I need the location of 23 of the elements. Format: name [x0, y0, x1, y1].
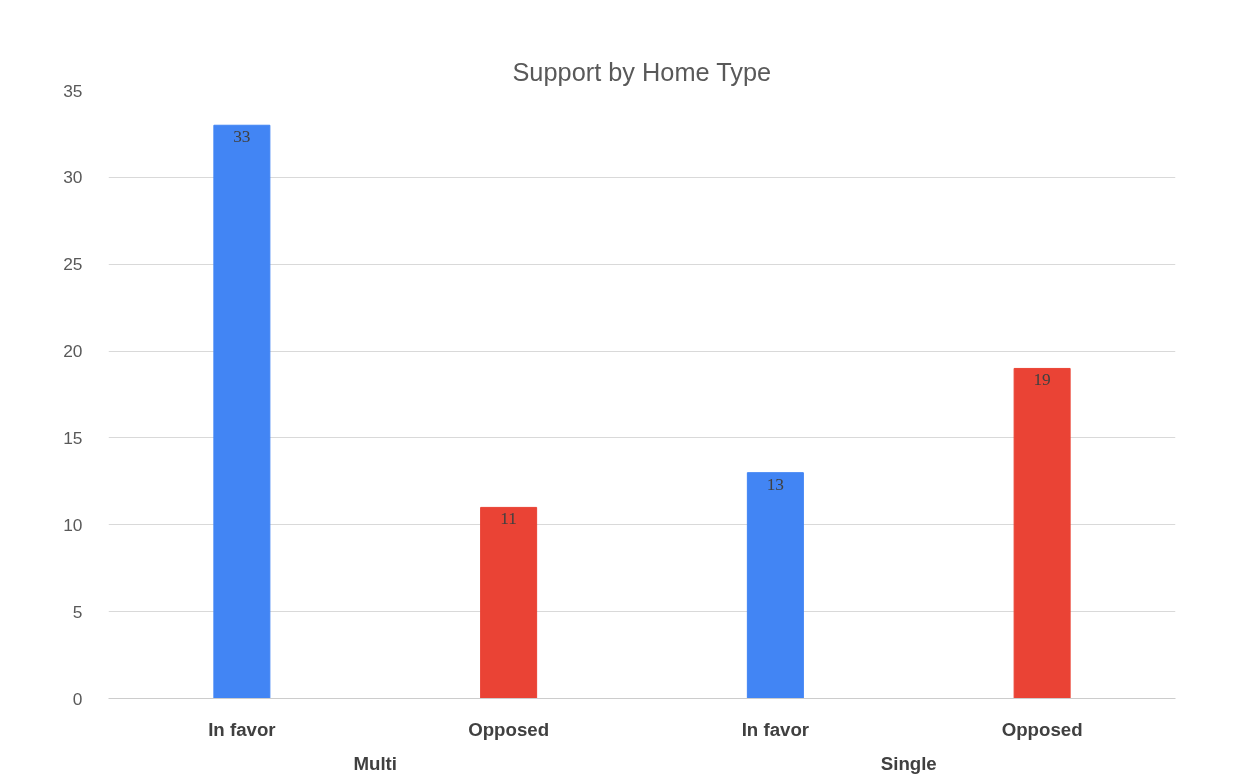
y-tick-label: 20	[63, 341, 83, 362]
y-tick-label: 0	[72, 688, 83, 709]
x-tick-label: Opposed	[468, 718, 550, 740]
text: Single	[880, 752, 937, 774]
y-tick-label: 35	[63, 80, 83, 101]
x-tick-label: In favor	[208, 718, 276, 740]
y-tick-label: 10	[63, 514, 83, 535]
data-label: 33	[233, 127, 251, 147]
bar	[1013, 367, 1071, 699]
x-tick-label: In favor	[741, 718, 810, 740]
chart-title: Support by Home Type	[512, 57, 772, 86]
bar	[213, 124, 271, 699]
data-label: 19	[1033, 370, 1051, 390]
x-tick-label: Opposed	[1001, 718, 1083, 740]
y-tick-label: 30	[63, 167, 83, 188]
text: Multi	[353, 752, 398, 774]
y-tick-label: 25	[63, 254, 83, 275]
data-label: 11	[500, 509, 517, 529]
bar	[480, 506, 538, 699]
y-tick-label: 15	[63, 427, 83, 448]
data-label: 13	[766, 474, 785, 494]
y-tick-label: 5	[72, 601, 83, 622]
bar	[746, 472, 804, 699]
